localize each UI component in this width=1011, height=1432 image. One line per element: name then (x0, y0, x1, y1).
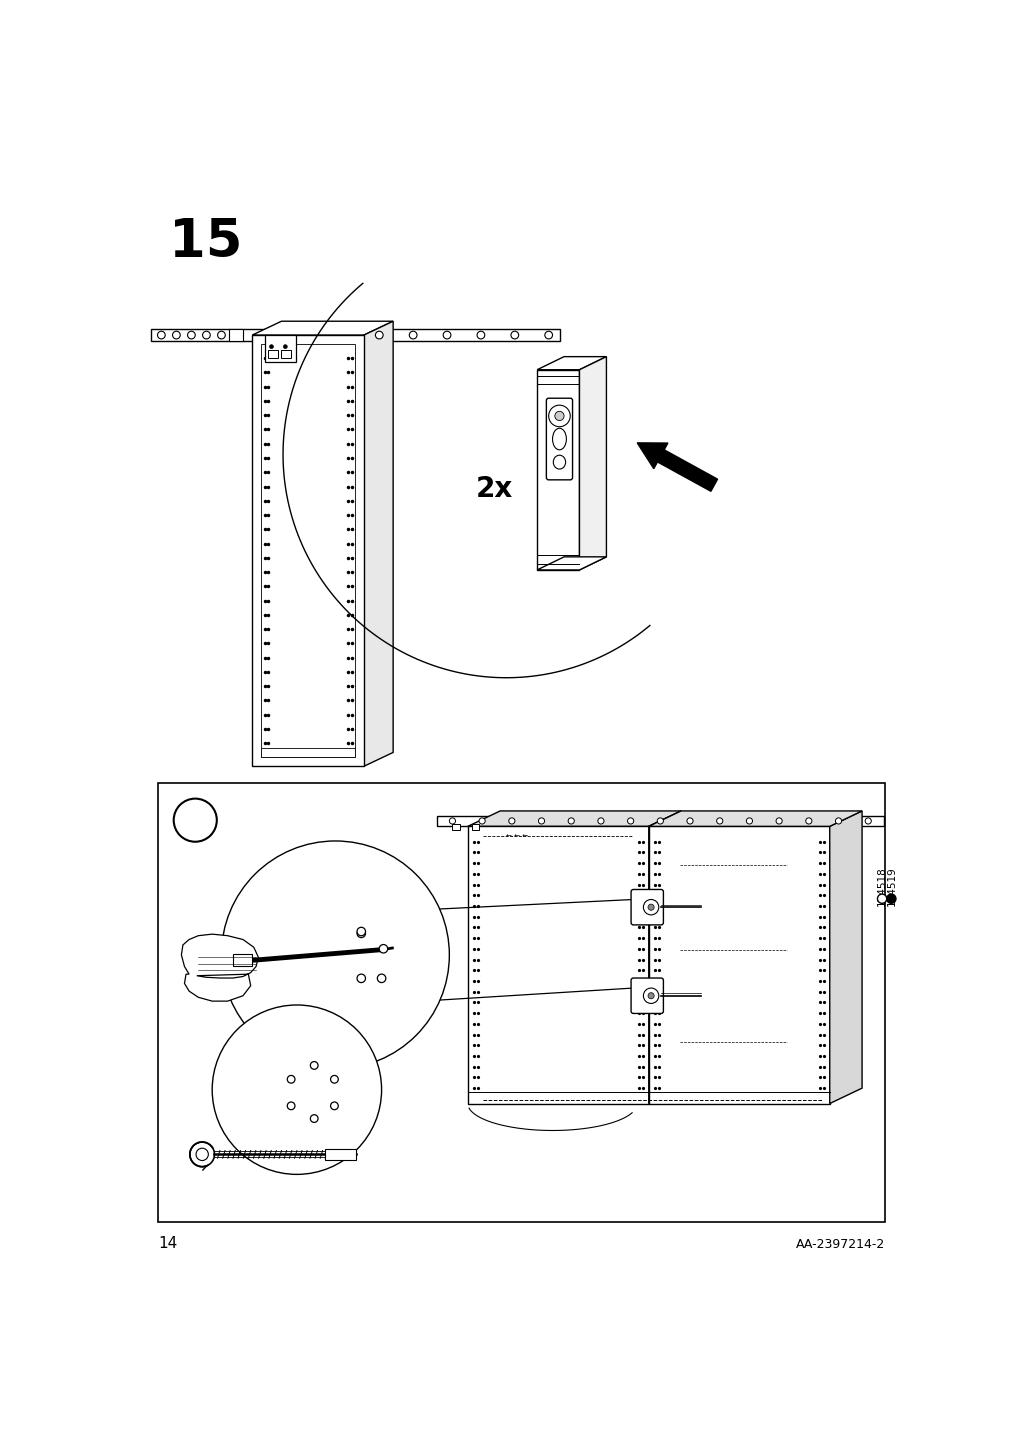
Circle shape (331, 1075, 338, 1083)
Circle shape (187, 331, 195, 339)
Circle shape (877, 894, 886, 904)
Polygon shape (648, 826, 829, 1104)
Circle shape (269, 345, 273, 348)
Circle shape (287, 1103, 294, 1110)
Text: 15: 15 (169, 216, 243, 268)
Circle shape (196, 1148, 208, 1160)
Bar (265, 335, 296, 362)
Polygon shape (467, 811, 680, 826)
Polygon shape (252, 321, 392, 335)
Circle shape (886, 894, 895, 904)
Circle shape (476, 331, 484, 339)
Circle shape (357, 928, 365, 935)
Circle shape (627, 818, 633, 823)
Circle shape (478, 818, 484, 823)
Bar (280, 351, 290, 358)
Circle shape (544, 331, 552, 339)
Text: ← ← ←: ← ← ← (506, 832, 528, 839)
Polygon shape (467, 826, 648, 1104)
Polygon shape (537, 369, 579, 570)
Polygon shape (537, 357, 606, 369)
Circle shape (217, 331, 225, 339)
Circle shape (643, 988, 658, 1004)
Circle shape (375, 331, 383, 339)
Text: 14: 14 (158, 1236, 177, 1252)
Text: 2x: 2x (476, 475, 513, 503)
Circle shape (158, 331, 165, 339)
Circle shape (686, 818, 693, 823)
Circle shape (202, 331, 210, 339)
Circle shape (656, 818, 663, 823)
FancyBboxPatch shape (631, 889, 663, 925)
Circle shape (548, 405, 569, 427)
Text: 10035574: 10035574 (238, 1131, 297, 1144)
FancyBboxPatch shape (546, 398, 572, 480)
Circle shape (408, 331, 417, 339)
Ellipse shape (553, 455, 565, 470)
Circle shape (310, 1061, 317, 1070)
Text: 4x: 4x (243, 899, 284, 928)
Text: 124518: 124518 (877, 866, 887, 905)
Circle shape (775, 818, 782, 823)
Bar (452, 823, 460, 831)
Circle shape (212, 1005, 381, 1174)
FancyArrow shape (637, 442, 717, 491)
FancyBboxPatch shape (631, 978, 663, 1014)
Bar (367, 329, 560, 341)
Bar (471, 823, 479, 831)
Circle shape (379, 945, 387, 954)
Circle shape (511, 331, 518, 339)
Circle shape (835, 818, 841, 823)
Text: AA-2397214-2: AA-2397214-2 (795, 1239, 885, 1252)
Bar (233, 954, 252, 967)
Polygon shape (252, 335, 364, 766)
Bar (267, 351, 277, 358)
Bar (326, 1148, 356, 1160)
Circle shape (357, 929, 365, 938)
Circle shape (172, 331, 180, 339)
Circle shape (357, 974, 365, 982)
Circle shape (554, 411, 563, 421)
Polygon shape (364, 321, 392, 766)
Text: 124519: 124519 (886, 866, 896, 905)
Circle shape (598, 818, 604, 823)
Polygon shape (579, 357, 606, 570)
Circle shape (864, 818, 870, 823)
Circle shape (377, 974, 385, 982)
Circle shape (443, 331, 451, 339)
Circle shape (805, 818, 811, 823)
Bar (261, 748, 354, 758)
Circle shape (310, 1114, 317, 1123)
Bar (158, 783, 885, 1221)
Polygon shape (537, 557, 606, 570)
Polygon shape (648, 811, 861, 826)
Circle shape (643, 899, 658, 915)
Circle shape (647, 992, 653, 1000)
Circle shape (538, 818, 544, 823)
Bar (228, 329, 243, 341)
Circle shape (509, 818, 515, 823)
Polygon shape (829, 811, 861, 1104)
Circle shape (567, 818, 573, 823)
Bar (261, 344, 354, 758)
Circle shape (221, 841, 449, 1068)
Circle shape (283, 345, 287, 348)
Circle shape (716, 818, 722, 823)
Circle shape (745, 818, 752, 823)
Bar (151, 329, 294, 341)
Circle shape (449, 818, 455, 823)
Circle shape (174, 799, 216, 842)
Circle shape (190, 1143, 214, 1167)
Circle shape (287, 1075, 294, 1083)
Polygon shape (181, 934, 258, 1001)
Polygon shape (648, 811, 680, 1104)
Text: i: i (190, 808, 200, 832)
Ellipse shape (552, 428, 566, 450)
Circle shape (331, 1103, 338, 1110)
Circle shape (647, 904, 653, 911)
Bar (437, 816, 883, 826)
